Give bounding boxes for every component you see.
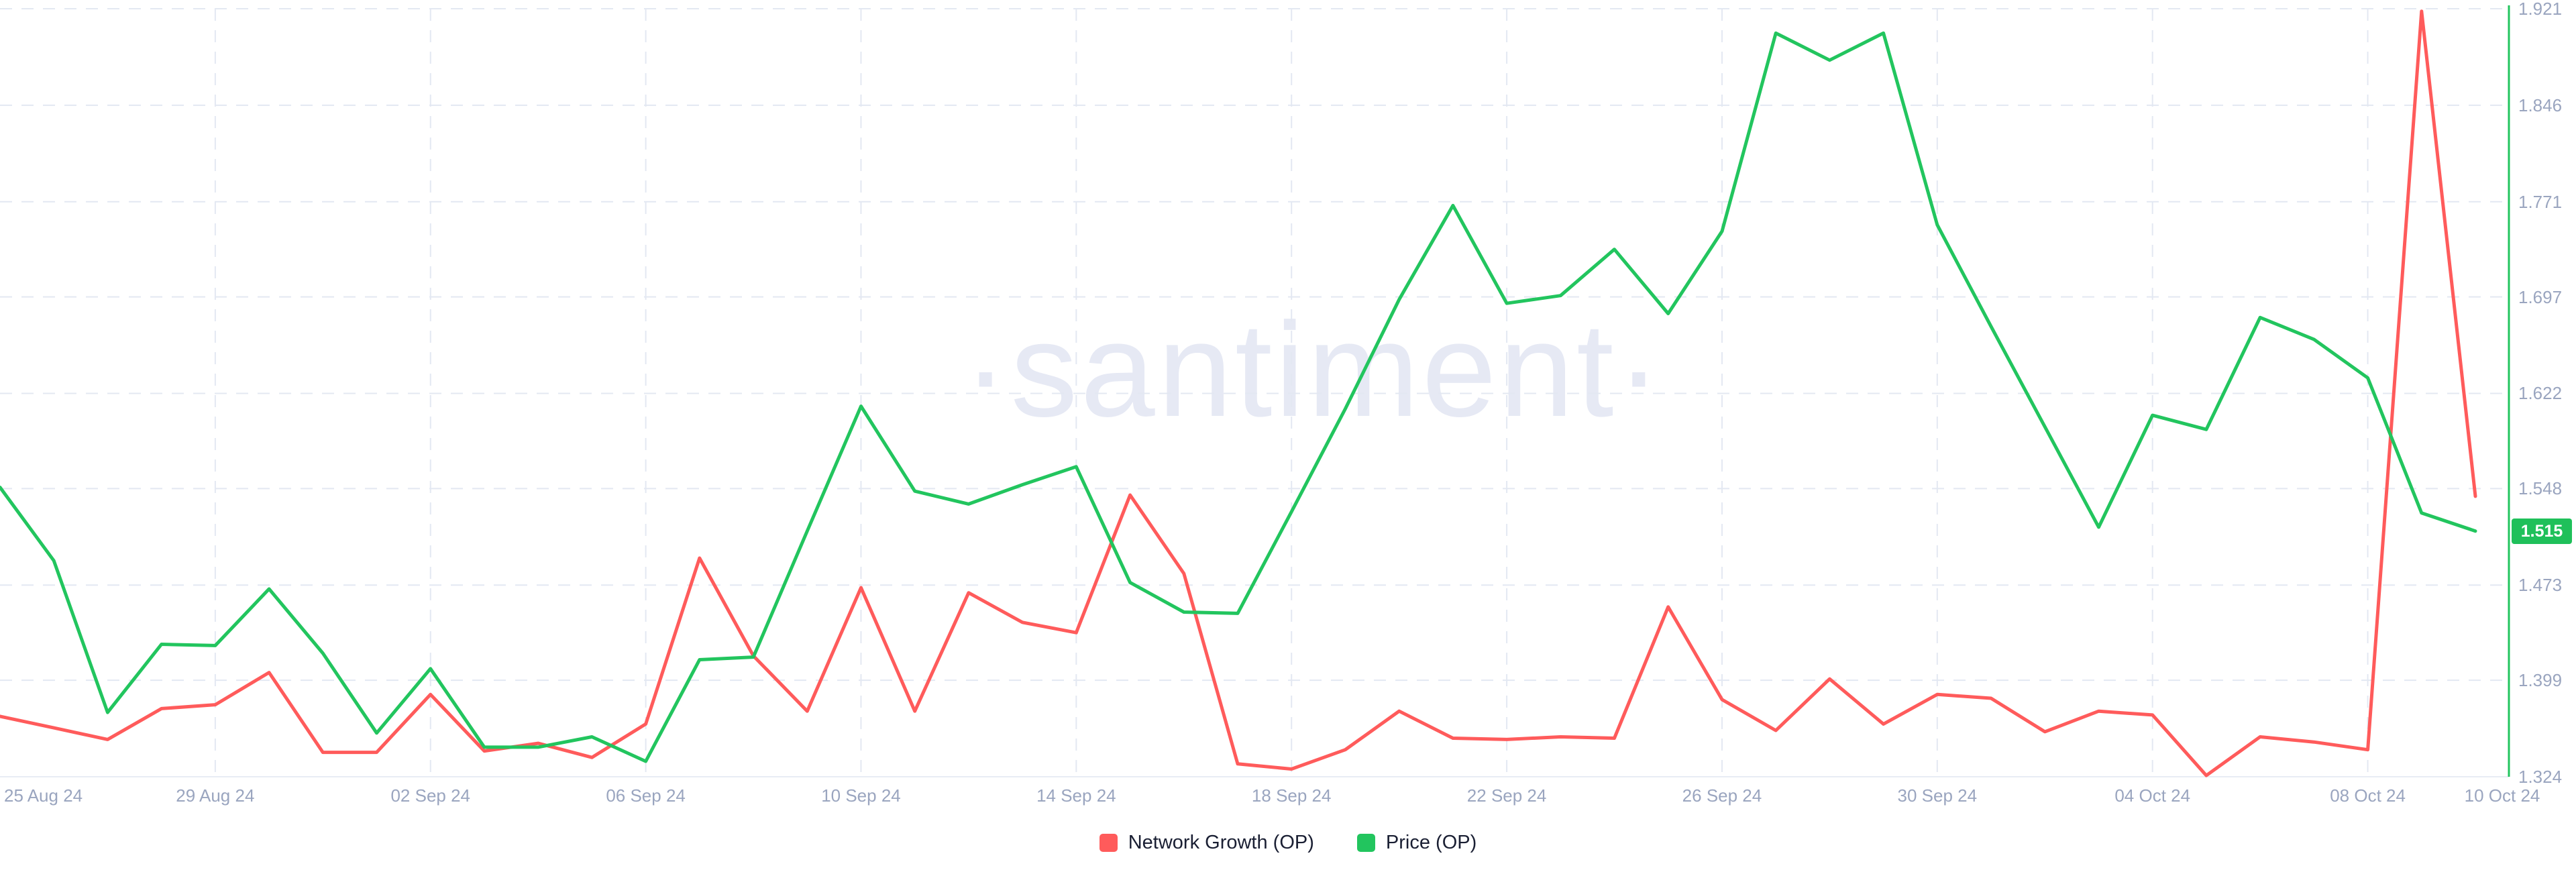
x-axis-label: 22 Sep 24 bbox=[1466, 785, 1547, 806]
y-axis-label: 1.324 bbox=[2518, 767, 2563, 787]
last-value-badge: 1.515 bbox=[2512, 518, 2572, 544]
network-growth-swatch-icon bbox=[1099, 834, 1118, 852]
legend-item-network-growth[interactable]: Network Growth (OP) bbox=[1099, 832, 1314, 854]
x-axis-label: 02 Sep 24 bbox=[390, 785, 471, 806]
x-axis-label: 10 Oct 24 bbox=[2464, 785, 2540, 806]
y-axis-label: 1.473 bbox=[2518, 575, 2563, 596]
x-axis-label: 08 Oct 24 bbox=[2330, 785, 2406, 806]
legend-label: Price (OP) bbox=[1385, 832, 1477, 853]
x-axis-label: 25 Aug 24 bbox=[4, 785, 83, 806]
legend: Network Growth (OP) Price (OP) bbox=[0, 832, 2576, 854]
price-line bbox=[0, 31, 2477, 763]
x-axis-label: 10 Sep 24 bbox=[821, 785, 901, 806]
y-axis-label: 1.921 bbox=[2518, 0, 2563, 19]
x-axis-label: 06 Sep 24 bbox=[606, 785, 686, 806]
price-swatch-icon bbox=[1356, 834, 1375, 852]
legend-label: Network Growth (OP) bbox=[1128, 832, 1314, 853]
x-axis-label: 30 Sep 24 bbox=[1897, 785, 1978, 806]
x-axis-label: 29 Aug 24 bbox=[176, 785, 255, 806]
y-axis-label: 1.846 bbox=[2518, 95, 2563, 115]
y-axis-label: 1.548 bbox=[2518, 478, 2563, 499]
x-axis-label: 26 Sep 24 bbox=[1682, 785, 1762, 806]
network-growth-line bbox=[0, 9, 2477, 777]
y-axis-label: 1.399 bbox=[2518, 670, 2563, 691]
x-axis-label: 14 Sep 24 bbox=[1036, 785, 1116, 806]
x-axis-label: 04 Oct 24 bbox=[2114, 785, 2191, 806]
y-axis-label: 1.622 bbox=[2518, 383, 2563, 404]
legend-item-price[interactable]: Price (OP) bbox=[1356, 832, 1477, 854]
y-axis-label: 1.771 bbox=[2518, 191, 2563, 212]
y-axis-label: 1.697 bbox=[2518, 286, 2563, 307]
x-axis-label: 18 Sep 24 bbox=[1251, 785, 1332, 806]
